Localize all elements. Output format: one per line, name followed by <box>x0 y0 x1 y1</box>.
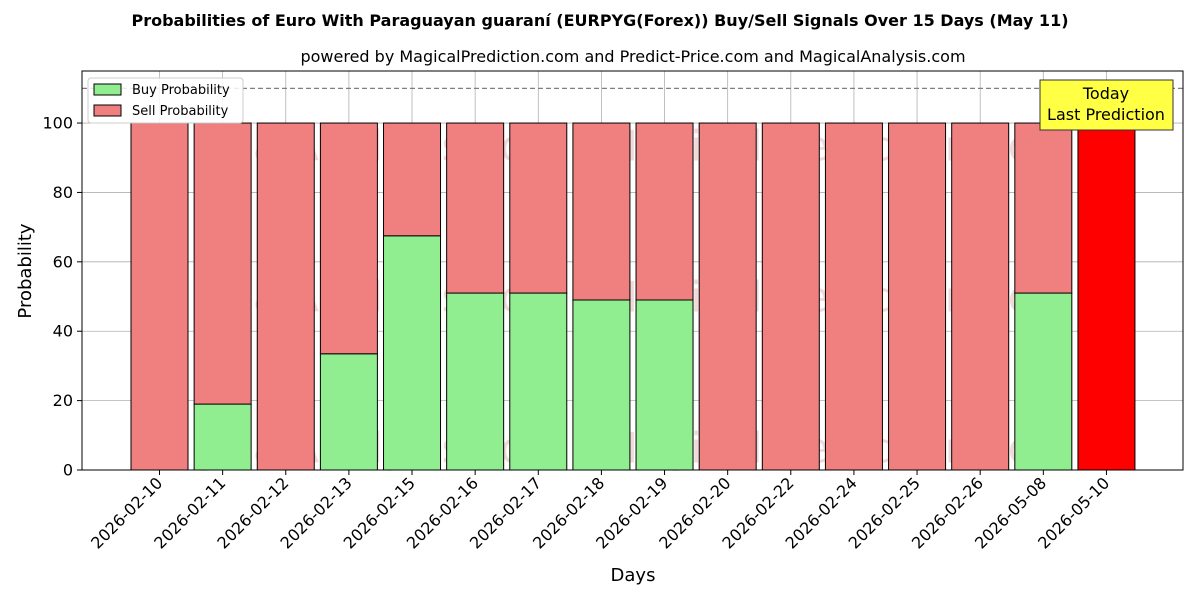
today-sell-bar <box>1077 122 1136 471</box>
legend-entry: Sell Probability <box>132 104 229 119</box>
y-axis-label: Probability <box>15 223 36 318</box>
sell-bar <box>256 122 315 471</box>
sell-bar <box>761 122 820 471</box>
annotation-text: Today <box>1082 84 1129 103</box>
buy-bar <box>572 299 631 471</box>
sell-bar <box>698 122 757 471</box>
y-tick-label: 80 <box>53 183 73 202</box>
chart-title: Probabilities of Euro With Paraguayan gu… <box>131 11 1068 30</box>
chart-subtitle: powered by MagicalPrediction.com and Pre… <box>300 47 965 66</box>
buy-bar <box>509 292 568 471</box>
y-tick-label: 100 <box>42 114 73 133</box>
bars-layer <box>130 122 1136 471</box>
sell-bar <box>635 122 694 301</box>
sell-bar <box>888 122 947 471</box>
sell-bar <box>193 122 252 405</box>
sell-bar <box>383 122 442 237</box>
buy-bar <box>1014 292 1073 471</box>
buy-bar <box>193 403 252 471</box>
legend-swatch <box>93 104 122 117</box>
sell-bar <box>951 122 1010 471</box>
legend-box <box>87 77 244 124</box>
annotation-box <box>1039 79 1174 131</box>
buy-bar <box>635 299 694 471</box>
y-tick-label: 40 <box>53 322 73 341</box>
legend-swatch <box>93 83 122 96</box>
sell-bar <box>824 122 883 471</box>
buy-bar <box>383 235 442 471</box>
plot-frame <box>81 70 1184 471</box>
sell-bar <box>130 122 189 471</box>
sell-bar <box>319 122 378 355</box>
x-axis-label: Days <box>611 565 656 586</box>
legend-entry: Buy Probability <box>132 83 230 98</box>
legend: Buy Probability Sell Probability <box>87 77 244 124</box>
sell-bar <box>1014 122 1073 294</box>
sell-bar <box>572 122 631 301</box>
annotation: Today Last Prediction <box>1039 79 1174 131</box>
y-tick-label: 20 <box>53 391 73 410</box>
annotation-text: Last Prediction <box>1047 105 1165 124</box>
y-tick-label: 60 <box>53 252 73 271</box>
buy-bar <box>446 292 505 471</box>
sell-bar <box>509 122 568 294</box>
buy-bar <box>319 353 378 471</box>
y-tick-label: 0 <box>63 461 73 480</box>
sell-bar <box>446 122 505 294</box>
